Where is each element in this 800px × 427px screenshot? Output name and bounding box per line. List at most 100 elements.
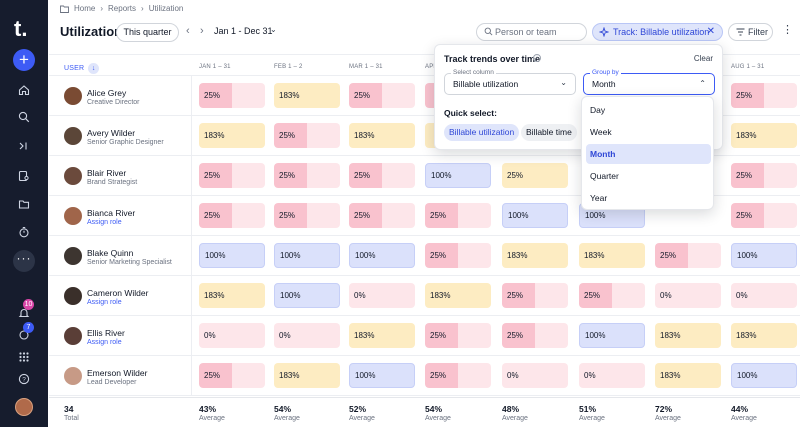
user-cell[interactable]: Avery Wilder Senior Graphic Designer — [49, 116, 192, 156]
assign-role-link[interactable]: Assign role — [87, 299, 122, 306]
this-quarter-button[interactable]: This quarter — [116, 23, 179, 42]
utilization-cell[interactable]: 0% — [731, 283, 797, 308]
user-name[interactable]: Alice Grey — [87, 88, 127, 98]
quick-select-billable-utilization[interactable]: Billable utilization — [444, 124, 520, 141]
group-by-option-day[interactable]: Day — [590, 105, 606, 115]
date-range-picker[interactable]: Jan 1 - Dec 31 — [214, 26, 273, 36]
track-trends-chip[interactable]: Track: Billable utilization ✕ — [592, 23, 723, 41]
utilization-cell[interactable]: 25% — [199, 363, 265, 388]
utilization-cell[interactable]: 25% — [199, 203, 265, 228]
table-row[interactable]: Blake Quinn Senior Marketing Specialist 10… — [49, 236, 800, 276]
group-by-option-week[interactable]: Week — [590, 127, 612, 137]
group-by-option-month[interactable]: Month — [586, 144, 711, 164]
utilization-cell[interactable]: 25% — [349, 203, 415, 228]
more-options-icon[interactable]: ⋮ — [782, 24, 793, 36]
user-cell[interactable]: Blake Quinn Senior Marketing Specialist — [49, 236, 192, 276]
utilization-cell[interactable]: 183% — [199, 283, 265, 308]
search-icon[interactable] — [14, 107, 34, 127]
table-row[interactable]: Emerson Wilder Lead Developer 25% 183% 100% 2… — [49, 356, 800, 396]
utilization-cell[interactable]: 25% — [274, 203, 340, 228]
utilization-cell[interactable]: 100% — [731, 363, 797, 388]
utilization-cell[interactable]: 25% — [199, 163, 265, 188]
user-name[interactable]: Cameron Wilder — [87, 288, 149, 298]
utilization-cell[interactable]: 25% — [274, 163, 340, 188]
select-column-dropdown[interactable]: Select column Billable utilization ⌄ — [444, 69, 576, 95]
group-by-option-year[interactable]: Year — [590, 193, 608, 203]
utilization-cell[interactable]: 0% — [199, 323, 265, 348]
assign-role-link[interactable]: Assign role — [87, 219, 122, 226]
expand-sidebar-icon[interactable] — [14, 136, 34, 156]
user-name[interactable]: Bianca River — [87, 208, 136, 218]
user-name[interactable]: Blake Quinn — [87, 248, 134, 258]
app-logo[interactable]: t. — [14, 16, 28, 41]
user-name[interactable]: Avery Wilder — [87, 128, 136, 138]
utilization-cell[interactable]: 25% — [349, 83, 415, 108]
close-icon[interactable]: ✕ — [706, 26, 715, 37]
utilization-cell[interactable]: 183% — [199, 123, 265, 148]
table-row[interactable]: Blair River Brand Strategist 25% 25% 25% 100%… — [49, 156, 800, 196]
utilization-cell[interactable]: 25% — [425, 363, 491, 388]
utilization-cell[interactable]: 25% — [502, 163, 568, 188]
utilization-cell[interactable]: 183% — [502, 243, 568, 268]
utilization-cell[interactable]: 100% — [274, 283, 340, 308]
timer-icon[interactable] — [14, 222, 34, 242]
utilization-cell[interactable]: 0% — [655, 283, 721, 308]
utilization-cell[interactable]: 25% — [274, 123, 340, 148]
previous-period-button[interactable]: ‹ — [186, 25, 190, 37]
utilization-cell[interactable]: 25% — [731, 83, 797, 108]
notifications-icon[interactable] — [14, 303, 34, 323]
user-cell[interactable]: Emerson Wilder Lead Developer — [49, 356, 192, 396]
utilization-cell[interactable]: 25% — [731, 163, 797, 188]
utilization-cell[interactable]: 183% — [731, 323, 797, 348]
clear-button[interactable]: Clear — [693, 54, 713, 63]
breadcrumb-reports[interactable]: Reports — [108, 4, 137, 13]
person-team-search[interactable] — [476, 23, 587, 41]
utilization-cell[interactable]: 25% — [579, 283, 645, 308]
info-icon[interactable]: i — [533, 54, 541, 62]
utilization-cell[interactable]: 0% — [349, 283, 415, 308]
group-by-dropdown[interactable]: Group by Month ⌃ — [583, 69, 715, 95]
utilization-cell[interactable]: 100% — [425, 163, 491, 188]
user-name[interactable]: Blair River — [87, 168, 127, 178]
utilization-cell[interactable]: 25% — [425, 323, 491, 348]
user-name[interactable]: Ellis River — [87, 328, 125, 338]
utilization-cell[interactable]: 0% — [579, 363, 645, 388]
utilization-cell[interactable]: 25% — [425, 203, 491, 228]
user-cell[interactable]: Alice Grey Creative Director — [49, 76, 192, 116]
assign-role-link[interactable]: Assign role — [87, 339, 122, 346]
user-avatar[interactable] — [15, 398, 33, 416]
utilization-cell[interactable]: 100% — [199, 243, 265, 268]
utilization-cell[interactable]: 100% — [349, 363, 415, 388]
search-input[interactable] — [495, 25, 583, 39]
folder-icon[interactable] — [14, 194, 34, 214]
home-icon[interactable] — [14, 80, 34, 100]
user-cell[interactable]: Ellis River Assign role — [49, 316, 192, 356]
utilization-cell[interactable]: 100% — [731, 243, 797, 268]
apps-grid-icon[interactable] — [14, 347, 34, 367]
utilization-cell[interactable]: 25% — [502, 323, 568, 348]
utilization-cell[interactable]: 0% — [274, 323, 340, 348]
next-period-button[interactable]: › — [200, 25, 204, 37]
people-search-icon[interactable] — [14, 166, 34, 186]
create-button[interactable]: + — [13, 49, 35, 71]
utilization-cell[interactable]: 100% — [274, 243, 340, 268]
help-icon[interactable]: ? — [14, 369, 34, 389]
utilization-cell[interactable]: 100% — [502, 203, 568, 228]
sort-down-icon[interactable]: ↓ — [88, 63, 100, 74]
group-by-option-quarter[interactable]: Quarter — [590, 171, 619, 181]
quick-select-billable-time[interactable]: Billable time — [521, 124, 577, 141]
table-row[interactable]: Cameron Wilder Assign role 183% 100% 0% 183% 2… — [49, 276, 800, 316]
utilization-cell[interactable]: 25% — [655, 243, 721, 268]
utilization-cell[interactable]: 25% — [425, 243, 491, 268]
utilization-cell[interactable]: 100% — [349, 243, 415, 268]
chevron-down-icon[interactable]: ⌄ — [270, 25, 277, 34]
utilization-cell[interactable]: 0% — [502, 363, 568, 388]
utilization-cell[interactable]: 183% — [274, 83, 340, 108]
utilization-cell[interactable]: 25% — [349, 163, 415, 188]
utilization-cell[interactable]: 100% — [579, 323, 645, 348]
user-name[interactable]: Emerson Wilder — [87, 368, 148, 378]
user-column-header[interactable]: USER ↓ — [64, 63, 100, 74]
utilization-cell[interactable]: 183% — [655, 323, 721, 348]
utilization-cell[interactable]: 183% — [349, 123, 415, 148]
more-icon[interactable]: ··· — [13, 250, 35, 272]
